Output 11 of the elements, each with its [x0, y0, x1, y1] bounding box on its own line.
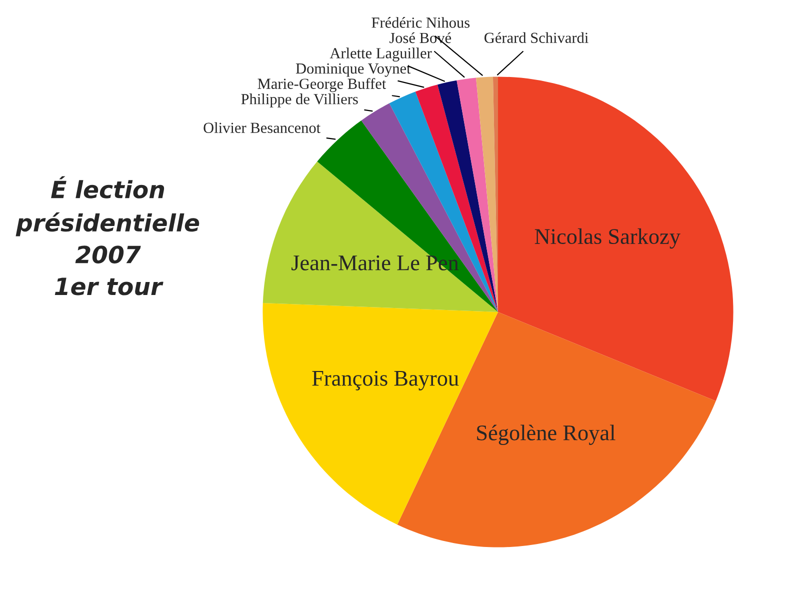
slice-label: Frédéric Nihous: [372, 17, 470, 28]
slice-label: Arlette Laguiller: [330, 48, 432, 62]
slice-label: Gérard Schivardi: [484, 32, 588, 44]
slice-label: Ségolène Royal: [477, 424, 616, 445]
slice-label: Marie-George Buffet: [258, 78, 386, 92]
slice-label: Dominique Voynet: [296, 63, 411, 77]
slice-label: Nicolas Sarkozy: [534, 228, 680, 249]
text: É lection présidentielle 2007 1er tour: [16, 176, 200, 296]
slice-label: Philippe de Villiers: [241, 94, 358, 108]
slice-label: François Bayrou: [312, 370, 459, 390]
slice-label: Olivier Besancenot: [204, 122, 320, 134]
